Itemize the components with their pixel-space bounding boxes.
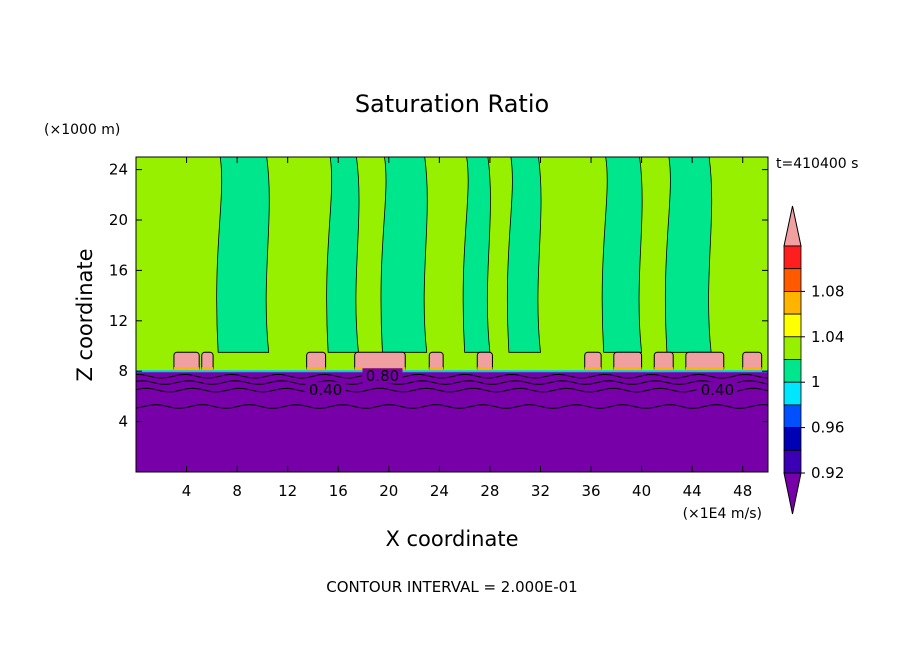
colorbar-swatch [783, 336, 802, 360]
colorbar-swatch [783, 381, 802, 406]
cloud-cell-base [201, 367, 214, 372]
y-tick-label: 4 [118, 413, 128, 431]
contour-label-bg [362, 368, 403, 384]
x-tick-label: 36 [581, 482, 600, 500]
y-axis-ticks: 4 8 12 16 20 24 [109, 161, 768, 431]
cloud-cell-base [742, 367, 762, 372]
y-tick-label: 20 [109, 211, 128, 229]
cloud-cell-base [685, 367, 724, 372]
colorbar-swatch [783, 245, 802, 270]
dry-region [136, 371, 768, 472]
contour-label: 0.40 [309, 381, 342, 399]
colorbar-swatch [783, 268, 802, 292]
green-streak [601, 156, 643, 353]
colorbar-swatch [783, 290, 802, 315]
chart-title: Saturation Ratio [355, 90, 549, 118]
x-units-label: (×1E4 m/s) [683, 506, 762, 522]
y-tick-label: 12 [109, 312, 128, 330]
x-tick-label: 8 [232, 482, 242, 500]
green-streak [664, 156, 713, 353]
cloud-cell-base [584, 367, 602, 372]
plot-frame [135, 156, 769, 473]
colorbar-label: 0.96 [811, 419, 844, 437]
time-label: t=410400 s [776, 156, 858, 172]
contour-label-bg [305, 382, 346, 398]
y-axis-label: Z coordinate [73, 248, 97, 381]
green-streak [326, 156, 360, 353]
x-tick-label: 28 [480, 482, 499, 500]
contour-line [135, 373, 769, 379]
cloud-cell-base [306, 367, 326, 372]
colorbar-swatch [783, 359, 802, 383]
y-tick-label: 24 [109, 161, 128, 179]
colorbar-swatch [783, 404, 802, 428]
colorbar-label: 0.92 [811, 464, 844, 482]
y-tick-label: 8 [118, 362, 128, 380]
plot-area: 0.80 0.40 0.40 [135, 156, 769, 473]
x-tick-label: 32 [531, 482, 550, 500]
x-tick-label: 48 [733, 482, 752, 500]
cloud-cell-base [429, 367, 444, 372]
x-axis-label: X coordinate [385, 527, 518, 551]
contour-line [135, 404, 769, 409]
colorbar-swatch [783, 427, 802, 451]
green-streak [216, 156, 270, 353]
colorbar-label: 1.04 [811, 328, 844, 346]
contour-label-bg [697, 382, 738, 398]
x-tick-label: 20 [379, 482, 398, 500]
green-streak [380, 156, 428, 353]
green-streaks [216, 156, 713, 353]
contour-line [135, 387, 769, 393]
colorbar-label: 1 [811, 373, 821, 391]
x-tick-label: 24 [430, 482, 449, 500]
cloud-cell-base [173, 367, 200, 372]
x-tick-label: 12 [278, 482, 297, 500]
contour-line [135, 380, 769, 385]
colorbar-top-arrow [783, 205, 802, 247]
colorbar-label: 1.08 [811, 282, 844, 300]
x-tick-label: 44 [683, 482, 702, 500]
x-tick-label: 16 [329, 482, 348, 500]
contour-lines: 0.80 0.40 0.40 [135, 367, 769, 409]
x-tick-label: 40 [632, 482, 651, 500]
x-tick-label: 4 [182, 482, 192, 500]
x-axis-ticks: 4 8 12 16 20 24 28 32 36 40 44 48 [182, 157, 752, 500]
contour-interval-footer: CONTOUR INTERVAL = 2.000E-01 [326, 578, 577, 596]
y-units-label: (×1000 m) [44, 122, 120, 138]
y-tick-label: 16 [109, 261, 128, 279]
colorbar-swatch [783, 449, 802, 474]
colorbar-bottom-arrow [783, 472, 802, 515]
green-streak [506, 156, 542, 353]
contour-label: 0.80 [366, 367, 399, 385]
colorbar: 1.08 1.04 1 0.96 0.92 [783, 205, 844, 515]
cloud-cell-base [477, 367, 493, 372]
cloud-cell-base [613, 367, 642, 372]
colorbar-swatch [783, 313, 802, 338]
contour-label: 0.40 [701, 381, 734, 399]
cloud-cell-base [654, 367, 674, 372]
